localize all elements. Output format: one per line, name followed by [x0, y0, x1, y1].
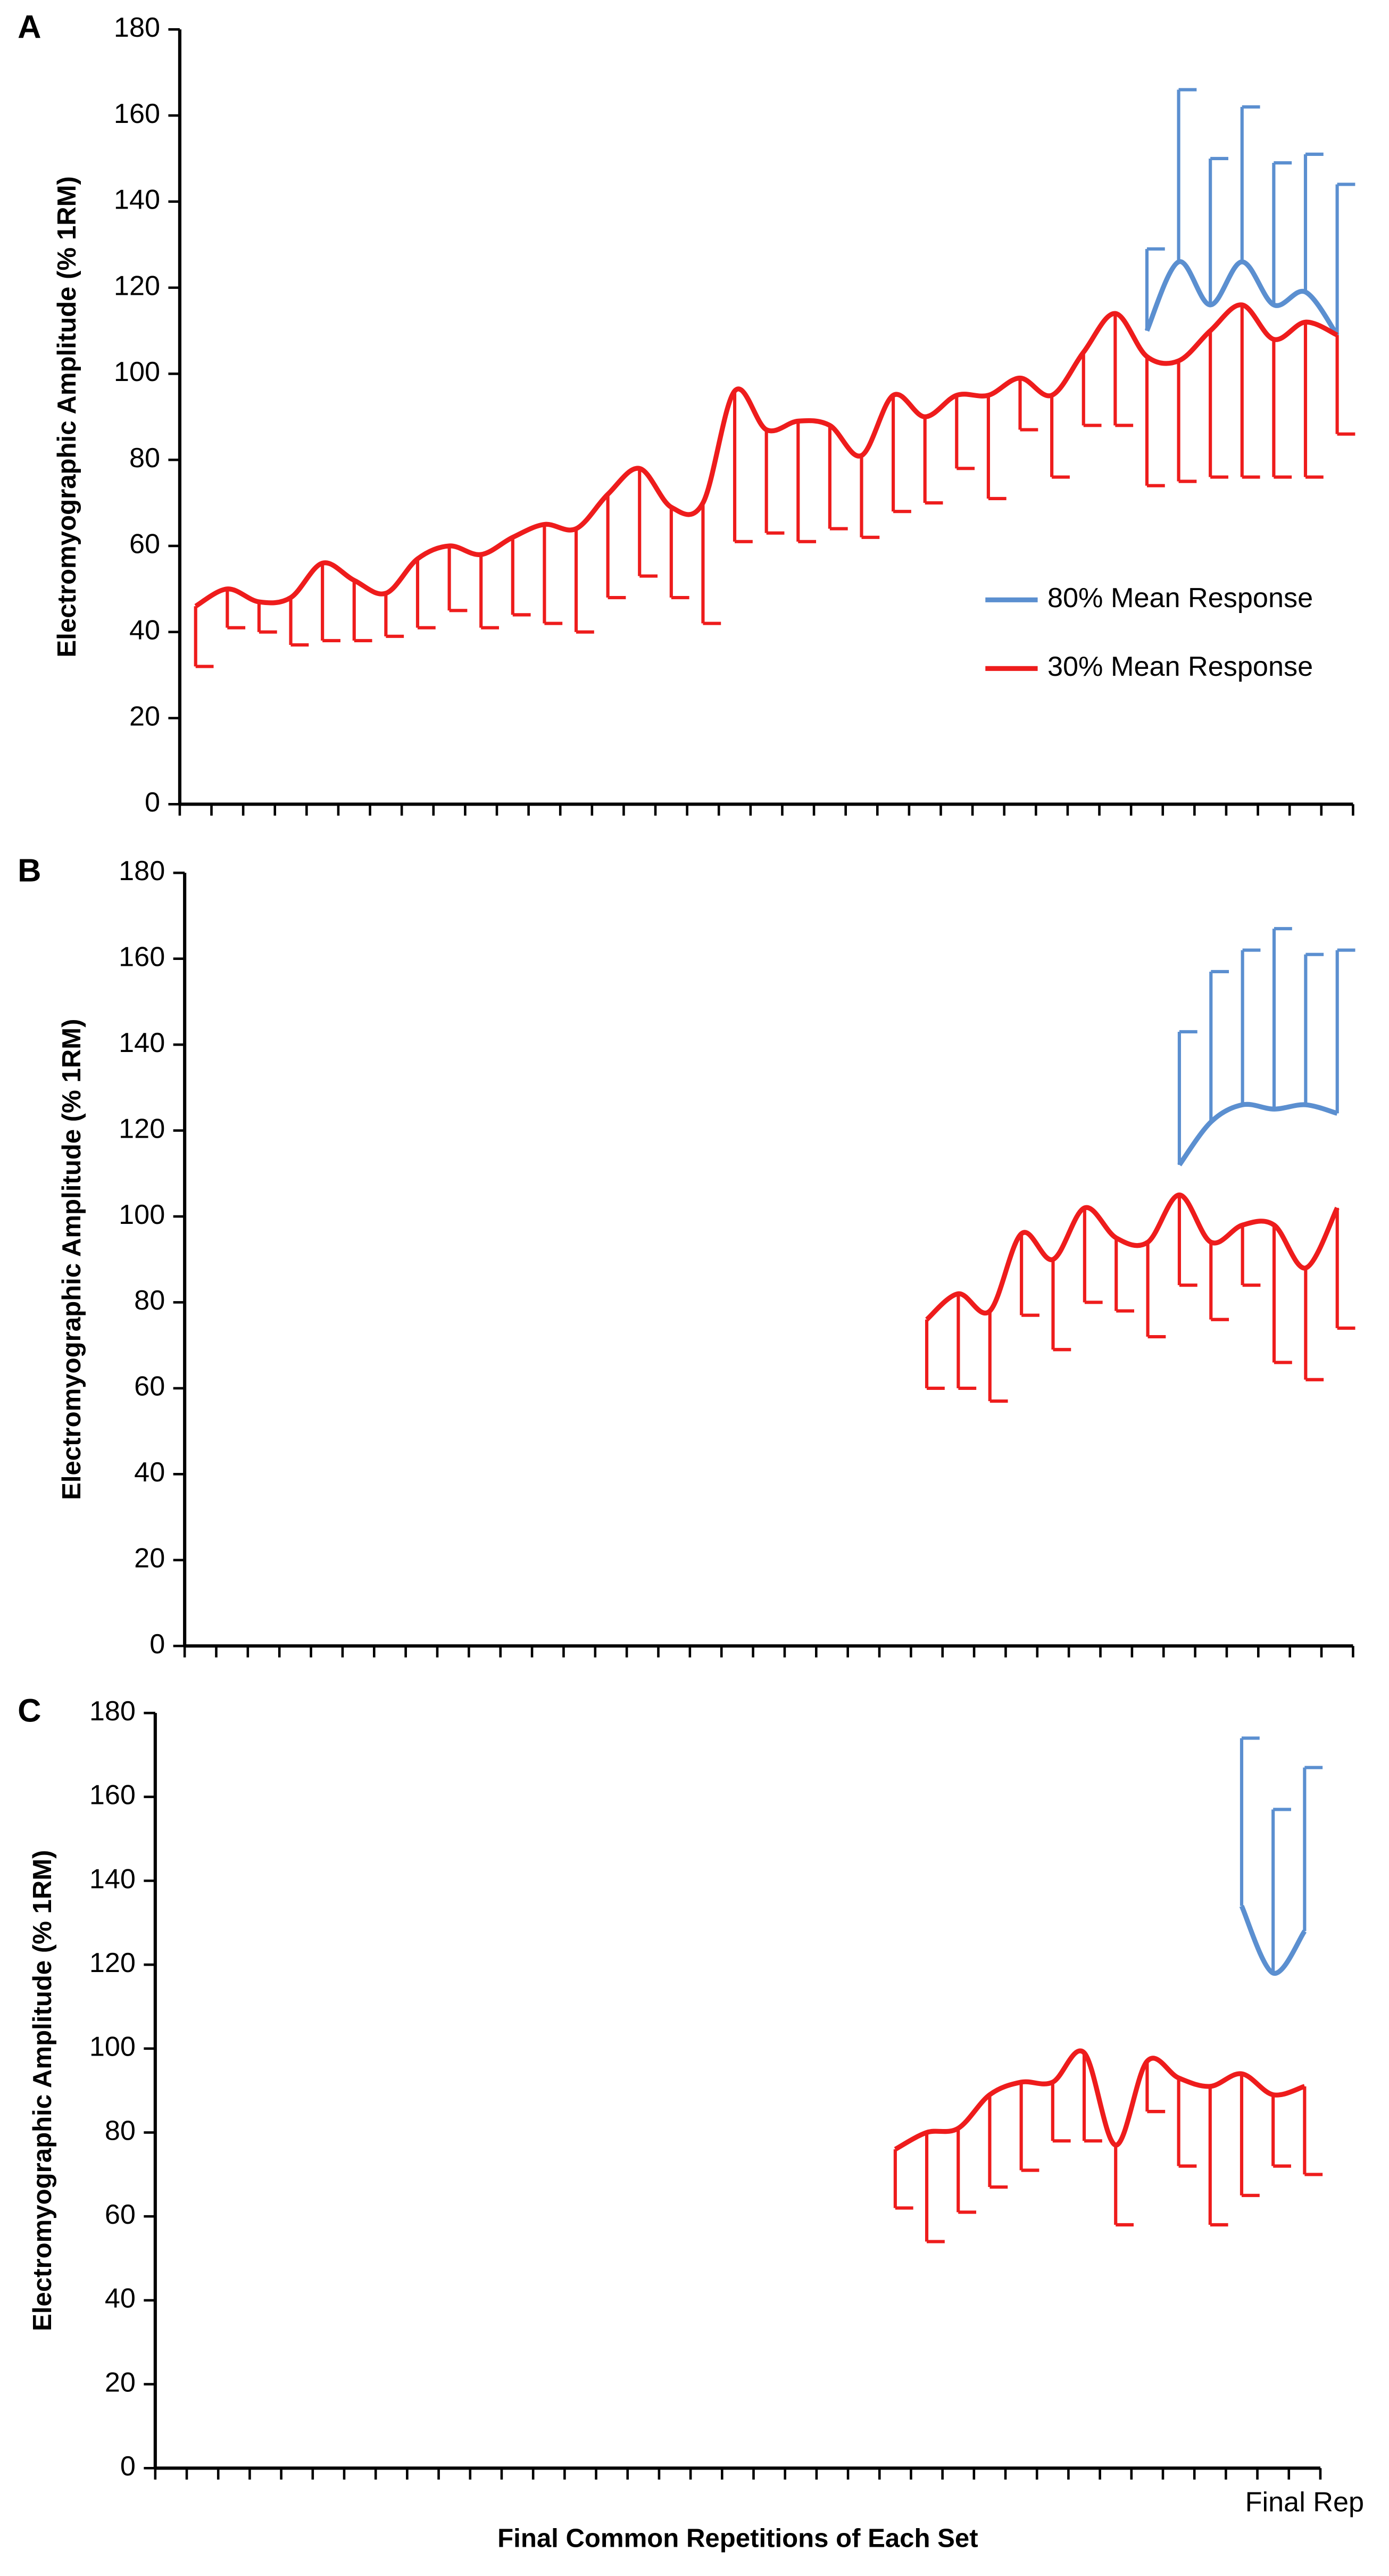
y-tick-label: 120 — [119, 1113, 165, 1144]
y-tick-label: 40 — [105, 2283, 136, 2314]
y-tick-label: 100 — [119, 1199, 165, 1230]
panel-label: B — [18, 852, 41, 889]
series-line — [925, 1192, 1340, 1322]
y-tick-label: 60 — [134, 1371, 165, 1402]
y-tick-label: 60 — [105, 2199, 136, 2230]
x-axis-title: Final Common Repetitions of Each Set — [497, 2524, 978, 2553]
series-line — [1239, 1904, 1307, 1976]
panel-label: C — [18, 1692, 41, 1729]
series-line — [894, 2048, 1305, 2152]
y-tick-label: 80 — [129, 443, 160, 474]
y-tick-label: 20 — [134, 1543, 165, 1574]
y-tick-label: 100 — [89, 2032, 136, 2063]
y-axis-title: Electromyographic Amplitude (% 1RM) — [28, 1850, 57, 2331]
series-line — [1177, 1101, 1338, 1166]
y-tick-label: 20 — [105, 2367, 136, 2398]
y-tick-label: 120 — [114, 270, 160, 301]
x-tick-label: Final Rep — [1245, 2487, 1364, 2518]
y-tick-label: 20 — [129, 701, 160, 732]
series-line — [194, 302, 1338, 609]
y-tick-label: 80 — [134, 1285, 165, 1316]
y-tick-label: 160 — [114, 98, 160, 129]
y-tick-label: 180 — [119, 856, 165, 887]
y-tick-label: 120 — [89, 1948, 136, 1978]
y-axis-title: Electromyographic Amplitude (% 1RM) — [57, 1019, 86, 1500]
panel-label: A — [18, 9, 41, 46]
y-tick-label: 140 — [114, 185, 160, 216]
y-tick-label: 140 — [89, 1863, 136, 1894]
y-tick-label: 180 — [114, 12, 160, 43]
y-tick-label: 100 — [114, 357, 160, 387]
y-tick-label: 60 — [129, 529, 160, 560]
y-tick-label: 0 — [120, 2451, 136, 2482]
y-tick-label: 180 — [89, 1696, 136, 1727]
legend-label: 80% Mean Response — [1047, 583, 1313, 614]
y-tick-label: 140 — [119, 1028, 165, 1058]
y-tick-label: 80 — [105, 2115, 136, 2146]
legend-label: 30% Mean Response — [1047, 651, 1313, 682]
y-tick-label: 160 — [89, 1780, 136, 1811]
y-tick-label: 160 — [119, 942, 165, 973]
y-tick-label: 40 — [134, 1457, 165, 1488]
y-tick-label: 40 — [129, 615, 160, 646]
y-tick-label: 0 — [149, 1629, 165, 1660]
series-line — [1144, 259, 1340, 337]
y-axis-title: Electromyographic Amplitude (% 1RM) — [53, 176, 81, 657]
y-tick-label: 0 — [145, 787, 160, 818]
